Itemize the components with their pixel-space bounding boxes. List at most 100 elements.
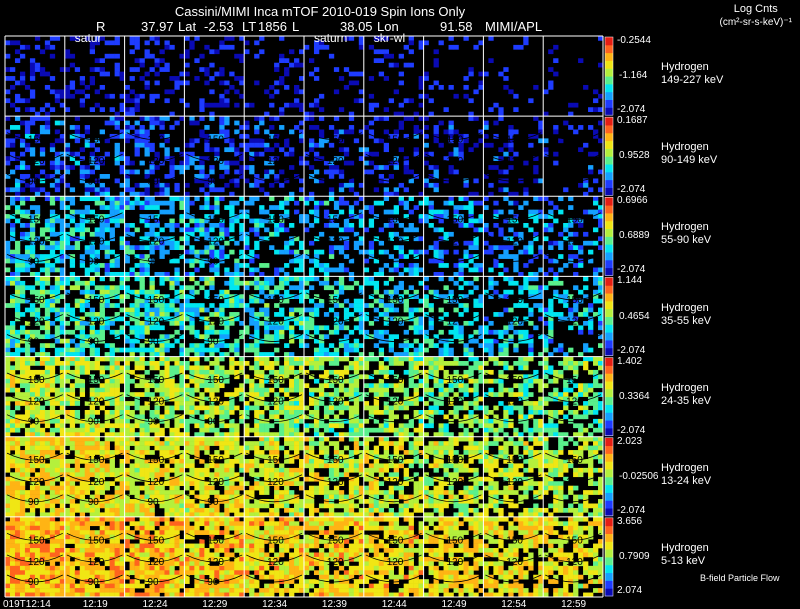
heatmap-cell	[89, 249, 95, 255]
heatmap-cell	[528, 245, 534, 251]
heatmap-cell	[199, 187, 205, 193]
heatmap-cell	[114, 312, 120, 317]
heatmap-cell	[249, 427, 255, 433]
heatmap-cell	[533, 289, 539, 295]
heatmap-cell	[448, 231, 454, 237]
heatmap-cell	[114, 289, 120, 295]
heatmap-cell	[264, 303, 270, 308]
heatmap-cell	[383, 329, 390, 335]
heatmap-cell	[104, 138, 110, 144]
contour-line	[186, 173, 243, 182]
heatmap-cell	[234, 432, 240, 438]
heatmap-cell	[323, 138, 330, 144]
heatmap-cell	[234, 129, 240, 135]
heatmap-cell	[219, 365, 225, 371]
credit-label: MIMI/APL	[485, 19, 543, 34]
contour-line	[246, 394, 303, 403]
heatmap-cell	[144, 432, 150, 438]
heatmap-cell	[129, 289, 135, 295]
heatmap-cell	[244, 245, 250, 251]
heatmap-cell	[433, 378, 439, 384]
heatmap-cell	[418, 347, 424, 353]
heatmap-cell	[99, 329, 105, 335]
heatmap-cell	[24, 383, 31, 389]
heatmap-cell	[318, 418, 325, 424]
heatmap-cell	[458, 267, 464, 273]
heatmap-cell	[343, 356, 350, 362]
heatmap-cell	[84, 138, 91, 144]
heatmap-cell	[224, 271, 230, 277]
heatmap-cell	[49, 361, 56, 366]
heatmap-cell	[403, 329, 409, 335]
heatmap-cell	[154, 191, 160, 197]
heatmap-cell	[44, 236, 51, 242]
heatmap-cell	[538, 352, 544, 357]
heatmap-cell	[289, 258, 295, 264]
heatmap-cell	[24, 142, 31, 148]
heatmap-cell	[164, 116, 170, 121]
heatmap-cell	[328, 369, 335, 375]
heatmap-cell	[338, 156, 345, 161]
heatmap-cell	[393, 209, 399, 215]
heatmap-cell	[269, 369, 275, 375]
heatmap-cell	[9, 329, 16, 335]
heatmap-cell	[588, 169, 594, 175]
heatmap-cell	[289, 285, 295, 291]
heatmap-cell	[164, 347, 170, 353]
heatmap-cell	[159, 392, 165, 397]
heatmap-cell	[129, 392, 135, 397]
heatmap-cell	[274, 80, 280, 86]
heatmap-cell	[473, 245, 479, 251]
heatmap-cell	[9, 76, 16, 81]
heatmap-cell	[124, 245, 130, 251]
heatmap-cell	[259, 423, 265, 429]
heatmap-cell	[209, 312, 215, 317]
heatmap-cell	[24, 120, 31, 126]
heatmap-cell	[229, 280, 235, 286]
heatmap-cell	[538, 209, 544, 215]
heatmap-cell	[14, 209, 21, 215]
heatmap-cell	[503, 267, 509, 273]
heatmap-cell	[458, 378, 464, 384]
heatmap-cell	[598, 107, 604, 112]
heatmap-cell	[184, 102, 190, 108]
heatmap-cell	[19, 223, 26, 228]
heatmap-cell	[383, 129, 390, 135]
heatmap-cell	[124, 334, 130, 340]
heatmap-cell	[418, 325, 424, 331]
heatmap-cell	[89, 396, 95, 402]
heatmap-cell	[134, 312, 140, 317]
heatmap-cell	[398, 71, 404, 77]
heatmap-cell	[224, 102, 230, 108]
heatmap-cell	[224, 98, 230, 104]
heatmap-cell	[294, 387, 300, 393]
heatmap-cell	[129, 267, 135, 273]
heatmap-cell	[433, 187, 439, 193]
heatmap-cell	[393, 374, 399, 380]
heatmap-cell	[358, 89, 365, 95]
heatmap-cell	[189, 245, 195, 251]
heatmap-cell	[338, 432, 345, 438]
heatmap-cell	[204, 405, 210, 411]
heatmap-cell	[5, 387, 11, 393]
contour-line	[6, 334, 63, 342]
heatmap-cell	[209, 320, 215, 326]
heatmap-cell	[34, 414, 41, 420]
heatmap-cell	[84, 401, 91, 406]
heatmap-cell	[244, 254, 250, 259]
heatmap-cell	[164, 361, 170, 366]
heatmap-cell	[44, 378, 51, 384]
heatmap-cell	[94, 40, 100, 46]
heatmap-cell	[363, 432, 370, 438]
heatmap-cell	[328, 329, 335, 335]
contour-line	[365, 394, 422, 403]
heatmap-cell	[144, 196, 150, 202]
heatmap-cell	[209, 187, 215, 193]
heatmap-cell	[159, 414, 165, 420]
heatmap-cell	[154, 387, 160, 393]
heatmap-cell	[573, 285, 579, 291]
heatmap-cell	[313, 405, 320, 411]
heatmap-cell	[368, 107, 375, 112]
